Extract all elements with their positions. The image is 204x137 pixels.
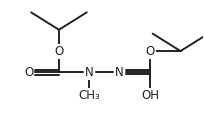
- Text: N: N: [85, 66, 94, 79]
- Text: N: N: [115, 66, 124, 79]
- Text: OH: OH: [141, 89, 159, 102]
- Text: O: O: [24, 66, 33, 79]
- Text: O: O: [54, 45, 64, 58]
- Text: O: O: [145, 45, 155, 58]
- Text: CH₃: CH₃: [79, 89, 100, 102]
